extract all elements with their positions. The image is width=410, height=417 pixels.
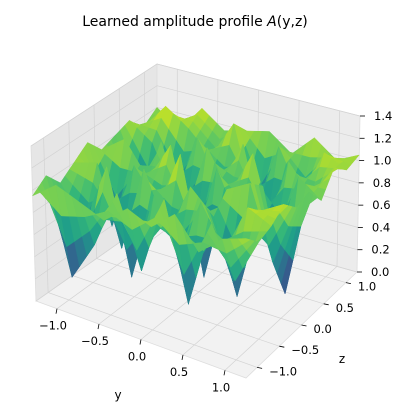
y-axis-label: y (114, 388, 121, 402)
z-tick-label: 1.0 (358, 280, 376, 294)
y-tick-mark (97, 324, 100, 330)
y-tick-label: 0.5 (170, 365, 188, 379)
z-tick-mark (257, 367, 263, 369)
amp-tick-label: 1.4 (374, 109, 392, 123)
z-tick-label: 0.0 (314, 322, 332, 336)
y-tick-label: 0.0 (128, 350, 146, 364)
z-axis-label: z (339, 352, 345, 366)
amp-tick-label: 1.0 (373, 154, 391, 168)
amp-tick-label: 0.2 (371, 243, 389, 257)
z-tick-mark (301, 324, 307, 327)
y-tick-label: −1.0 (39, 319, 67, 333)
surface-plot (32, 105, 360, 305)
z-tick-label: −0.5 (291, 343, 319, 357)
amp-tick-label: 0.8 (373, 176, 391, 190)
amp-tick-label: 0.4 (372, 220, 390, 234)
z-tick-label: −1.0 (269, 364, 297, 378)
z-tick-mark (345, 282, 351, 284)
y-tick-mark (223, 370, 226, 376)
y-tick-mark (55, 308, 58, 314)
grid-line-amp (30, 63, 361, 147)
amp-tick-label: 0.6 (372, 198, 390, 212)
z-tick-mark (323, 303, 329, 306)
grid-line-amp (31, 85, 360, 169)
y-tick-mark (139, 339, 142, 345)
y-tick-mark (181, 354, 184, 360)
amp-tick-label: 0.0 (371, 265, 389, 279)
amp-tick-label: 1.2 (374, 131, 392, 145)
z-tick-mark (279, 345, 285, 348)
chart-title: Learned amplitude profile A(y,z) (82, 14, 308, 30)
surface-patch (237, 238, 251, 245)
y-tick-label: 1.0 (212, 380, 230, 394)
z-tick-label: 0.5 (336, 301, 354, 315)
y-tick-label: −0.5 (81, 334, 109, 348)
axis-ticks: −1.0−0.50.00.51.0−1.0−0.50.00.51.00.00.2… (39, 109, 392, 394)
